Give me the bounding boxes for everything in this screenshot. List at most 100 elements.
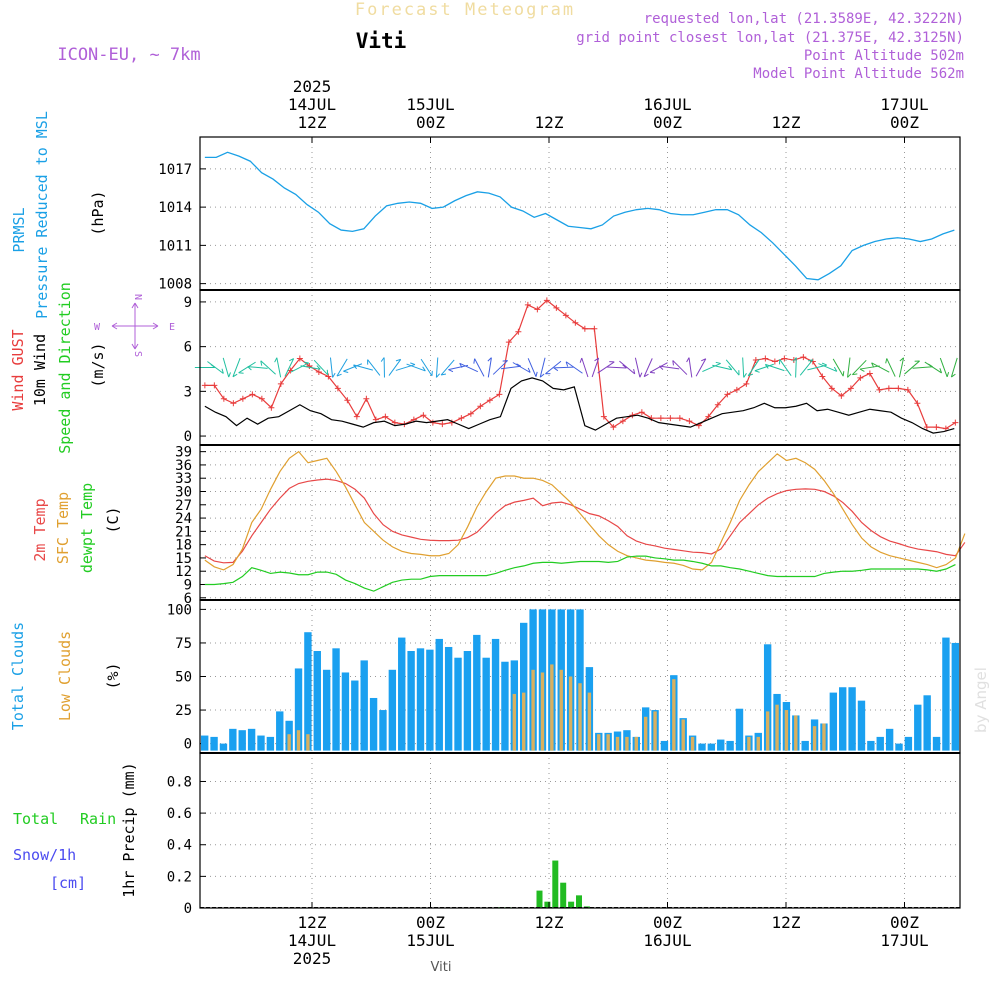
rain-bar [576,895,582,908]
temp-tick-label: 27 [175,498,192,514]
wind-gust-marker [591,325,598,332]
wind-direction-arrow [659,365,680,370]
wind-direction-arrow [871,362,890,373]
wind-direction-arrow [238,361,256,374]
wind-gust-marker [353,413,360,420]
total-cloud-bar [857,700,866,751]
wind-direction-arrow [799,359,814,376]
total-cloud-bar [501,661,509,751]
temp-panel-labels: 2m Temp SFC Temp dewpt Temp (C) [31,483,122,573]
precip-snow-label: Snow/1h [13,846,76,864]
temp2m-label: 2m Temp [31,498,49,561]
top-time-label: 15JUL [406,95,454,114]
wind-direction-arrow [473,358,485,377]
total-cloud-bar [341,672,350,751]
low-cloud-bar [625,736,629,751]
top-time-label: 14JUL [288,95,336,114]
panel-2 [311,290,905,445]
grid-point-coords: grid point closest lon,lat (21.375E, 42.… [576,30,964,46]
wind-gust-marker [382,413,389,420]
low-clouds-label: Low Clouds [56,631,74,721]
compass-rose: W E N S [94,294,175,357]
temp-tick-label: 21 [175,524,192,540]
total-cloud-bar [829,692,838,751]
pressure-unit-label: (hPa) [89,190,107,235]
wind-direction-arrow [747,358,760,377]
wind-direction-arrow [851,359,867,376]
precip-tick-label: 0 [184,901,192,917]
wind-gust-marker [467,410,474,417]
wind-gust-marker [277,380,284,387]
wind-direction-arrow [792,357,797,378]
top-time-label: 12Z [772,113,801,132]
wind-direction-arrow [619,360,636,375]
wind-gust-marker [581,325,588,332]
wind-gust-marker [211,382,218,389]
total-cloud-bar [923,695,931,751]
temp-tick-label: 36 [175,458,192,474]
temp-tick-label: 39 [175,445,192,461]
wind-direction-arrow [487,357,492,378]
total-cloud-bar [951,642,959,751]
pressure-desc-label: Pressure Reduced to MSL [33,111,51,319]
precip-snow-unit: [cm] [50,874,86,892]
wind-gust-marker [306,363,313,370]
wind-direction-arrow [420,358,433,377]
total-cloud-bar [454,657,462,751]
wind-dir-label: Speed and Direction [56,282,74,454]
total-cloud-bar [238,730,246,751]
wind-gust-marker [344,397,351,404]
wind-gust-marker [391,419,398,426]
total-cloud-bar [379,710,387,751]
wind-direction-arrow [274,357,282,378]
wind-tick-label: 6 [184,340,192,356]
top-time-label: 00Z [890,113,919,132]
wind-gust-marker [249,391,256,398]
wind-gust-marker [486,397,493,404]
wind-gust-marker [372,416,379,423]
bottom-time-label: 15JUL [406,931,454,950]
total-cloud-bar [707,743,716,751]
bottom-time-label: 12Z [772,913,801,932]
total-cloud-bar [266,736,275,751]
pressure-panel-labels: PRMSL Pressure Reduced to MSL (hPa) [10,111,107,319]
cloud-tick-label: 25 [175,703,192,719]
wind-tick-label: 0 [184,429,192,445]
wind-direction-arrow [818,363,838,372]
total-cloud-bar [491,638,500,751]
wind-panel-labels: Wind GUST 10m Wind Speed and Direction (… [9,282,175,454]
wind-direction-arrow [207,361,224,374]
wind-gust-marker [230,400,237,407]
wind-gust-marker [885,385,892,392]
wind-gust-marker [258,395,265,402]
total-cloud-bar [247,728,256,751]
wind-direction-arrow [742,357,747,378]
total-cloud-bar [416,648,425,751]
wind-gust-marker [762,355,769,362]
wind-gust-markers [201,297,959,432]
total-cloud-bar [904,736,913,751]
top-time-label: 00Z [653,113,682,132]
model-point-altitude: Model Point Altitude 562m [753,66,964,82]
sfc-temp-line [204,450,966,571]
precip-tick-label: 0.8 [167,774,192,790]
wind-gust-marker [667,415,674,422]
wind-direction-arrow [539,357,546,378]
wind-direction-arrow [329,357,336,378]
wind-gust-marker [933,424,940,431]
wind-direction-arrow [686,357,693,378]
wind-direction-arrow [395,362,416,371]
wind-direction-arrow [222,357,231,378]
wind-direction-arrow [904,360,920,375]
low-cloud-bar [306,734,310,751]
wind-gust-marker [619,418,626,425]
compass-arrows [111,302,159,350]
pressure-tick-label: 1017 [158,162,192,178]
wind-direction-arrow [702,361,721,373]
total-cloud-bar [201,735,209,751]
wind-direction-arrow [898,357,905,378]
wind-direction-arrow [440,359,455,376]
precip-tick-label: 0.6 [167,806,192,822]
